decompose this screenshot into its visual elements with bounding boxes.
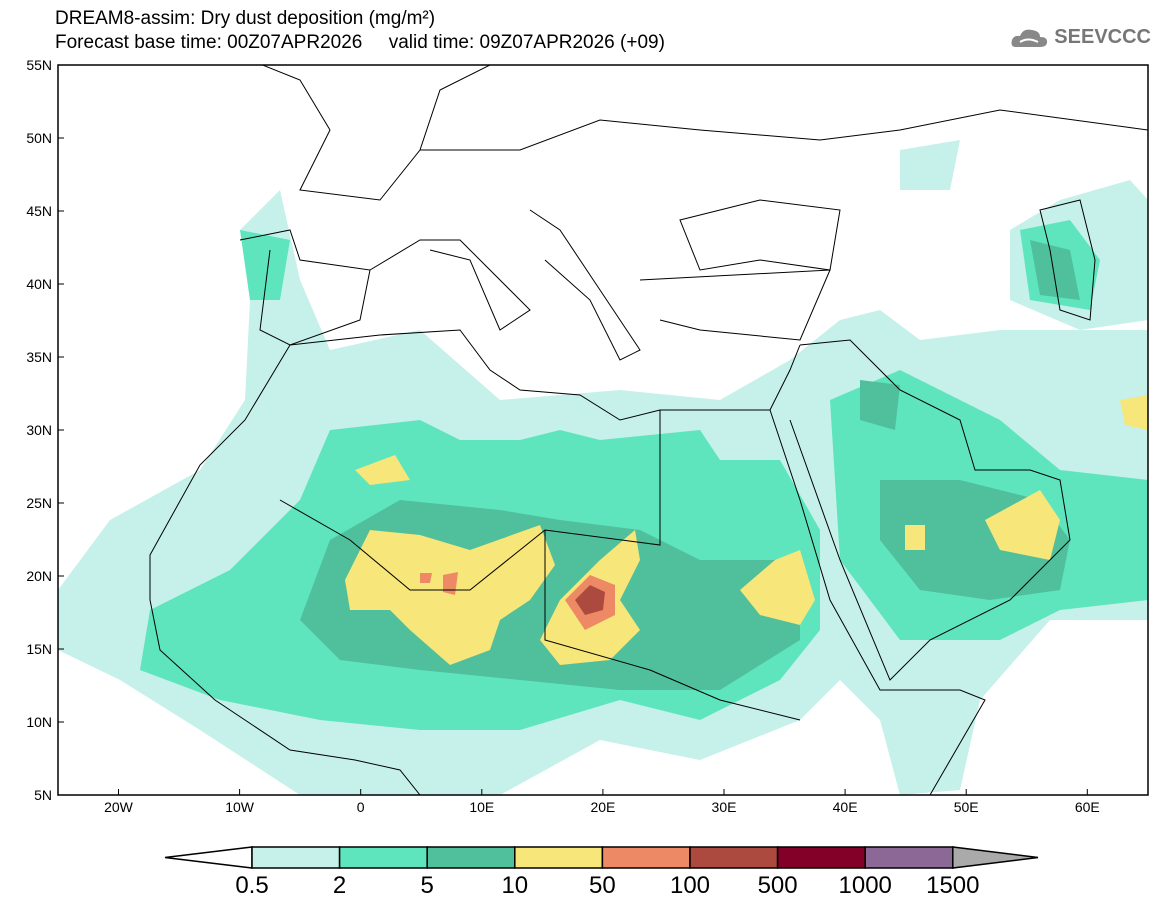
lat-label: 5N (34, 787, 52, 803)
lat-label: 20N (26, 568, 52, 584)
lon-label: 0 (357, 799, 365, 815)
colorbar-min-arrow (164, 846, 253, 869)
field-100-500 (575, 585, 605, 615)
colorbar-label: 50 (589, 872, 616, 899)
lon-label: 60E (1075, 799, 1100, 815)
lat-label: 45N (26, 203, 52, 219)
colorbar-swatch (864, 846, 954, 869)
colorbar-swatch (338, 846, 428, 869)
colorbar: 0.5 2 5 10 50 100 500 1000 1500 (164, 846, 1039, 899)
cloud-icon (1011, 29, 1048, 47)
colorbar-label: 2 (333, 872, 346, 899)
lat-label: 55N (26, 57, 52, 73)
colorbar-swatch (776, 846, 866, 869)
colorbar-swatch (601, 846, 691, 869)
colorbar-label: 500 (758, 872, 798, 899)
lon-label: 20W (104, 799, 134, 815)
lon-label: 40E (833, 799, 858, 815)
colorbar-swatch (251, 846, 341, 869)
logo-text: SEEVCCC (1054, 26, 1151, 48)
seevccc-logo: SEEVCCC (1010, 26, 1151, 49)
colorbar-swatch (426, 846, 516, 869)
colorbar-label: 1000 (839, 872, 892, 899)
colorbar-max-arrow (952, 846, 1039, 869)
field-10-50 (345, 525, 555, 665)
lat-label: 25N (26, 495, 52, 511)
lat-label: 15N (26, 641, 52, 657)
lon-label: 10E (469, 799, 494, 815)
colorbar-label: 1500 (926, 872, 979, 899)
lat-label: 30N (26, 422, 52, 438)
coastlines (149, 65, 1148, 795)
lat-label: 50N (26, 130, 52, 146)
colorbar-swatch (514, 846, 604, 869)
colorbar-label: 5 (421, 872, 434, 899)
lon-label: 30E (712, 799, 737, 815)
dust-fields (58, 140, 1148, 795)
colorbar-swatch (689, 846, 779, 869)
colorbar-label: 0.5 (235, 872, 268, 899)
colorbar-label: 10 (501, 872, 528, 899)
lat-label: 10N (26, 714, 52, 730)
lon-label: 10W (225, 799, 255, 815)
lat-label: 40N (26, 276, 52, 292)
forecast-time: Forecast base time: 00Z07APR2026 valid t… (55, 32, 665, 53)
map-title: DREAM8-assim: Dry dust deposition (mg/m²… (55, 8, 436, 29)
colorbar-label: 100 (670, 872, 710, 899)
lon-label: 50E (954, 799, 979, 815)
lat-label: 35N (26, 349, 52, 365)
lon-label: 20E (590, 799, 615, 815)
